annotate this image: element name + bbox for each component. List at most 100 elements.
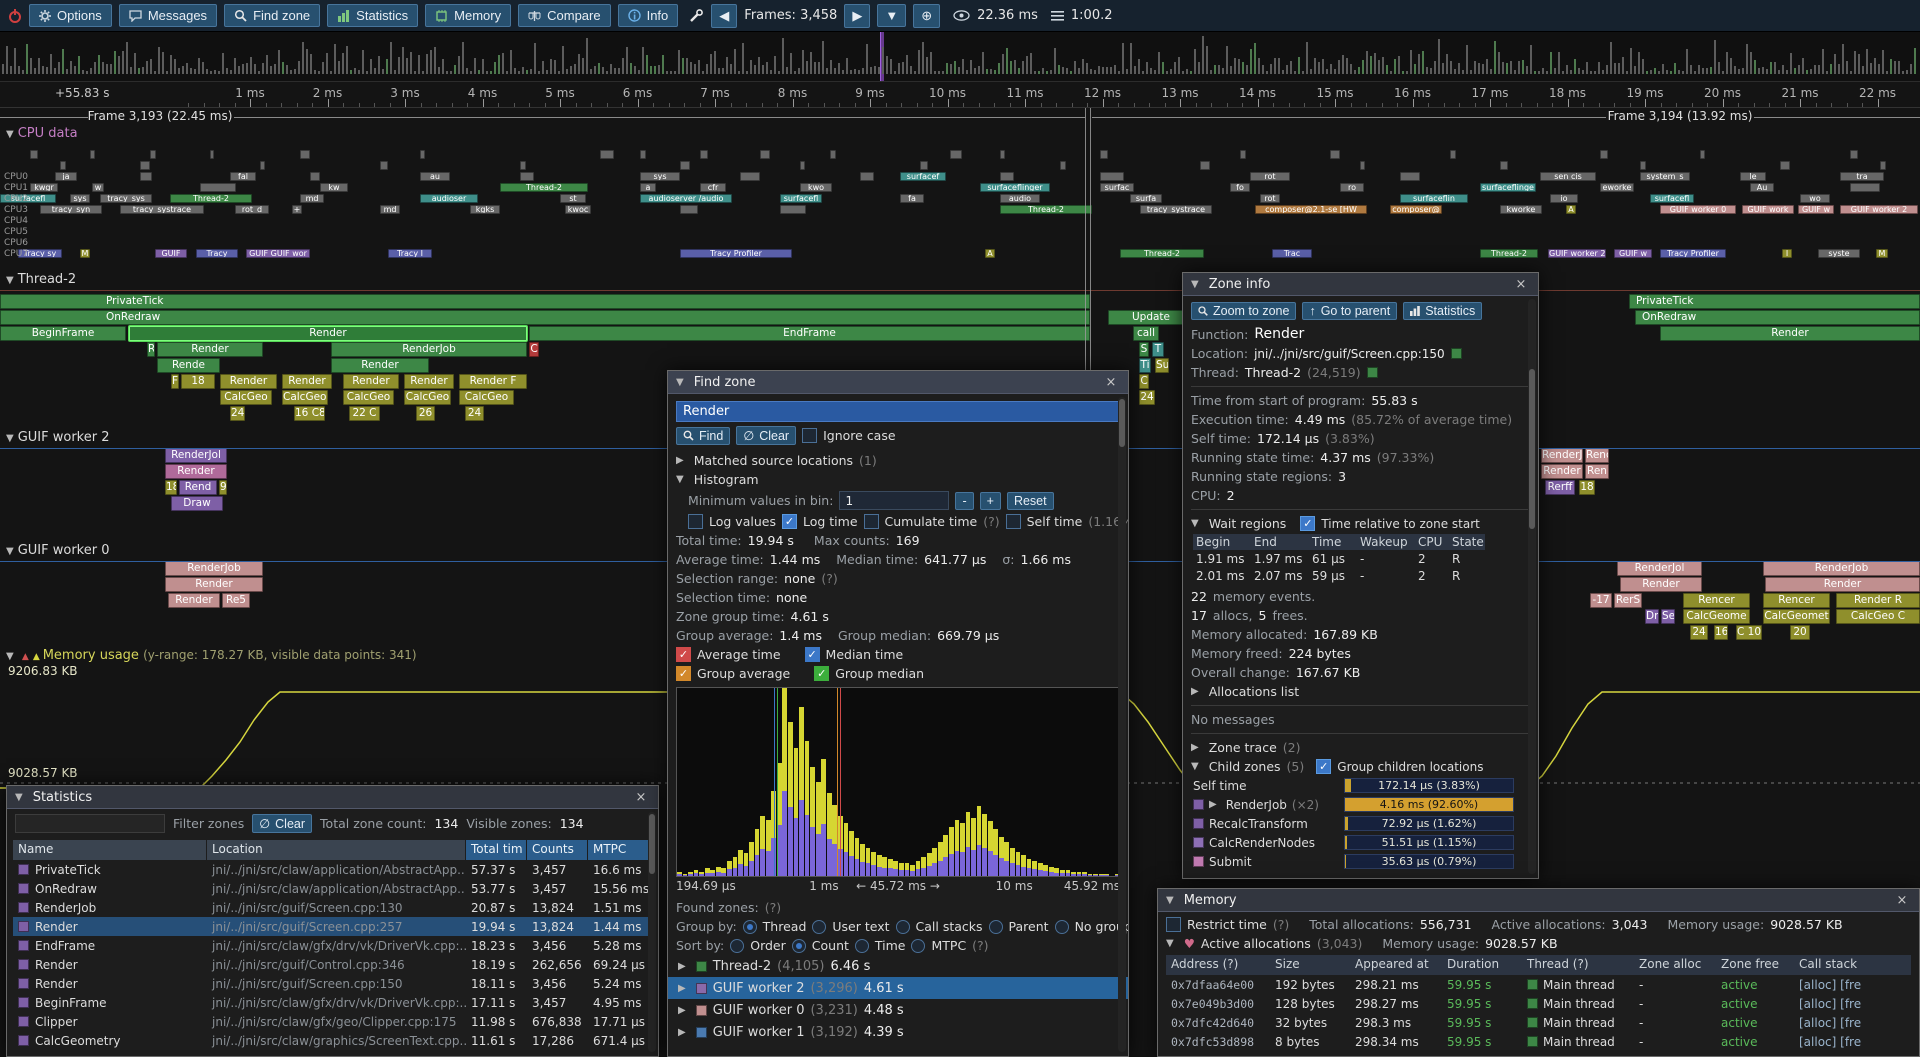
memory-column-header[interactable]: Thread (?) xyxy=(1527,957,1589,971)
timeline-zone[interactable]: RenderJob xyxy=(1763,561,1920,576)
stats-row[interactable]: EndFrame jni/../jni/src/claw/gfx/drv/vk/D… xyxy=(13,936,652,955)
allocation-row[interactable]: 0x7dfc53d898 8 bytes 298.34 ms 59.95 s Main … xyxy=(1171,1034,1862,1049)
timeline-zone[interactable]: Su xyxy=(1155,358,1169,373)
close-icon[interactable]: × xyxy=(1896,892,1908,908)
timeline-zone[interactable]: sys xyxy=(640,172,680,181)
timeline-zone[interactable]: Dra xyxy=(1645,609,1659,624)
find-zone-query-input[interactable] xyxy=(676,401,1120,422)
timeline-zone[interactable]: Thread-2 xyxy=(1480,249,1538,258)
timeline-zone[interactable] xyxy=(740,172,760,181)
timeline-zone[interactable]: tracy_syn xyxy=(40,205,102,214)
timeline-zone[interactable]: BeginFrame xyxy=(0,326,126,341)
timeline-zone[interactable] xyxy=(60,161,66,170)
timeline-zone[interactable]: RenderJob xyxy=(331,342,527,357)
timeline-zone[interactable]: + xyxy=(292,205,302,214)
group-by-radio-user-text[interactable] xyxy=(812,919,827,934)
memory-column-header[interactable]: Zone free xyxy=(1721,957,1780,971)
timeline-zone[interactable]: au xyxy=(420,172,450,181)
timeline-zone[interactable]: CalcGeomet xyxy=(1763,609,1830,624)
timeline-zone[interactable] xyxy=(90,150,95,159)
stats-row[interactable]: Render jni/../jni/src/guif/Screen.cpp:150… xyxy=(13,974,652,993)
timeline-zone[interactable]: OnRedraw xyxy=(0,310,1090,325)
timeline-zone[interactable]: Update xyxy=(1108,310,1194,325)
timeline-zone[interactable]: Tracy Profiler xyxy=(680,249,792,258)
allocations-list-label[interactable]: Allocations list xyxy=(1208,684,1300,699)
timeline-zone[interactable]: audioser xyxy=(420,194,478,203)
timeline-zone[interactable]: GUIF worker 0 xyxy=(1660,205,1736,214)
timeline-zone[interactable]: Ti xyxy=(1139,358,1151,373)
goto-frame-button[interactable]: ⊕ xyxy=(913,3,941,28)
timeline-zone[interactable] xyxy=(1600,150,1608,159)
timeline-zone[interactable]: Draw xyxy=(171,496,223,511)
stats-row[interactable]: CalcGeometry jni/../jni/src/claw/graphics… xyxy=(13,1031,652,1050)
collapse-icon[interactable]: ▼ xyxy=(6,129,14,140)
timeline-zone[interactable]: Render xyxy=(343,374,399,389)
allocation-row[interactable]: 0x7e049b3d00 128 bytes 298.27 ms 59.95 s Mai… xyxy=(1171,996,1862,1011)
collapse-icon[interactable]: ▼ xyxy=(1191,761,1199,772)
average-time-checkbox[interactable]: ✓ xyxy=(676,647,691,662)
collapse-icon[interactable]: ▼ xyxy=(1166,938,1174,949)
timeline-zone[interactable]: 18 xyxy=(1579,480,1595,495)
clear-filter-button[interactable]: ∅ Clear xyxy=(252,814,313,833)
timeline-zone[interactable]: kwo xyxy=(800,183,832,192)
timeline-zone[interactable]: a xyxy=(640,183,656,192)
timeline-zone[interactable]: Render xyxy=(157,342,263,357)
timeline-zone[interactable]: Render xyxy=(1620,577,1702,592)
stats-column-header[interactable]: Counts xyxy=(527,840,588,860)
timeline-zone[interactable]: Render xyxy=(282,374,332,389)
timeline-zone[interactable]: sen cis xyxy=(1540,172,1596,181)
go-to-parent-button[interactable]: ↑ Go to parent xyxy=(1302,302,1398,320)
matched-source-locations-label[interactable]: Matched source locations xyxy=(693,453,854,468)
self-time-checkbox[interactable] xyxy=(1005,514,1021,529)
prev-frame-button[interactable]: ◀ xyxy=(711,3,738,28)
timeline-zone[interactable]: md xyxy=(300,194,324,203)
timeline-zone[interactable] xyxy=(1450,150,1456,159)
timeline-zone[interactable]: Thread-2 xyxy=(1000,205,1092,214)
child-zone-row[interactable]: ▶ RenderJob (×2) 4.16 ms (92.60%) xyxy=(1183,795,1538,814)
timeline-zone[interactable]: PrivateTick xyxy=(1629,294,1920,309)
timeline-zone[interactable]: sys xyxy=(70,194,90,203)
timeline-zone[interactable] xyxy=(30,150,38,159)
allocation-row[interactable]: 0x7dfc42d640 32 bytes 298.3 ms 59.95 s Main … xyxy=(1171,1015,1862,1030)
timeline-zone[interactable]: S xyxy=(1139,342,1149,357)
wait-regions-label[interactable]: Wait regions xyxy=(1208,516,1287,531)
timeline-zone[interactable] xyxy=(310,172,320,181)
timeline-zone[interactable] xyxy=(1060,161,1066,170)
timeline-zone[interactable]: kw xyxy=(320,183,348,192)
found-zone-thread-row[interactable]: ▶ GUIF worker 2 (3,296) 4.61 s xyxy=(668,977,1128,999)
timeline-zone[interactable] xyxy=(760,150,770,159)
timeline-zone[interactable] xyxy=(600,150,614,159)
statistics-table-header[interactable]: Name Location Total tim Counts MTPC xyxy=(13,840,652,860)
timeline-zone[interactable]: GUIF xyxy=(155,249,187,258)
frame-markers[interactable]: Frame 3,193 (22.45 ms) Frame 3,194 (13.9… xyxy=(0,108,1920,126)
info-button[interactable]: Info xyxy=(617,4,679,27)
memory-column-header[interactable]: Address (?) xyxy=(1171,957,1239,971)
thread-section-label[interactable]: ▼ Thread-2 xyxy=(6,272,77,287)
messages-button[interactable]: Messages xyxy=(118,4,218,27)
timeline-zone[interactable]: GUIF w xyxy=(1798,205,1834,214)
timeline-zone[interactable]: ja xyxy=(55,172,77,181)
wait-column-header[interactable]: Time xyxy=(1309,534,1357,550)
memory-column-header[interactable]: Call stack xyxy=(1799,957,1858,971)
wait-column-header[interactable]: End xyxy=(1251,534,1309,550)
timeline-zone[interactable]: 24 xyxy=(1139,390,1155,405)
timeline-zone[interactable]: le xyxy=(1740,172,1766,181)
timeline-zone[interactable] xyxy=(1000,150,1005,159)
timeline-zone[interactable]: Render xyxy=(165,464,227,479)
thread-section-label[interactable]: ▼ GUIF worker 2 xyxy=(6,430,110,445)
timeline-zone[interactable] xyxy=(1200,161,1210,170)
source-file-button[interactable] xyxy=(1450,348,1462,359)
expand-icon[interactable]: ▶ xyxy=(678,1004,686,1016)
expand-icon[interactable]: ▶ xyxy=(678,960,686,972)
timeline-zone[interactable]: tracy_sys xyxy=(100,194,152,203)
log-time-checkbox[interactable]: ✓ xyxy=(781,514,797,529)
timeline-zone[interactable]: 24 xyxy=(465,406,484,421)
timeline-zone[interactable]: 20 xyxy=(1790,625,1810,640)
timeline-zone[interactable]: Tracy I xyxy=(388,249,432,258)
timeline-zone[interactable] xyxy=(680,161,690,170)
memory-column-header[interactable]: Size xyxy=(1275,957,1300,971)
timeline-zone[interactable] xyxy=(1700,150,1705,159)
timeline-zone[interactable]: Thread-2 xyxy=(500,183,588,192)
timeline-zone[interactable] xyxy=(380,161,388,170)
timeline-zone[interactable]: Render xyxy=(1765,577,1920,592)
